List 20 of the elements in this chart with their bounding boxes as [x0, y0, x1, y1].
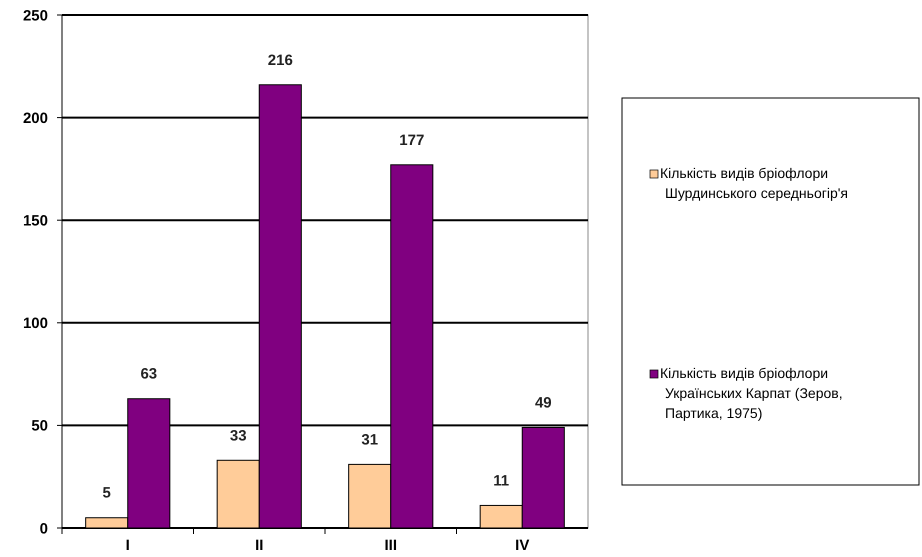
data-label: 11	[493, 472, 510, 490]
y-tick-label: 150	[22, 212, 48, 230]
y-tick-label: 100	[22, 315, 48, 332]
x-tick-label: IV	[515, 537, 530, 554]
data-label: 177	[399, 132, 424, 149]
legend-label: Кількість видів бріофлори Українських Карпат (Зеров, Партика, 1975)	[660, 365, 843, 421]
data-label: 33	[230, 427, 247, 444]
y-tick-label: 0	[40, 520, 48, 538]
data-label: 31	[361, 431, 378, 448]
x-tick-label: III	[384, 537, 398, 554]
data-label: 216	[268, 52, 293, 69]
x-tick-label: I	[126, 537, 130, 554]
x-tick-label: II	[255, 537, 264, 554]
y-tick-label: 200	[22, 110, 48, 127]
data-label: 5	[102, 484, 111, 502]
legend-label: Кількість видів бріофлори Шурдинського середньогір'я	[660, 165, 848, 201]
data-label: 63	[140, 366, 158, 383]
y-tick-label: 50	[31, 418, 48, 435]
y-tick-label: 250	[22, 7, 48, 24]
data-label: 49	[534, 394, 552, 412]
